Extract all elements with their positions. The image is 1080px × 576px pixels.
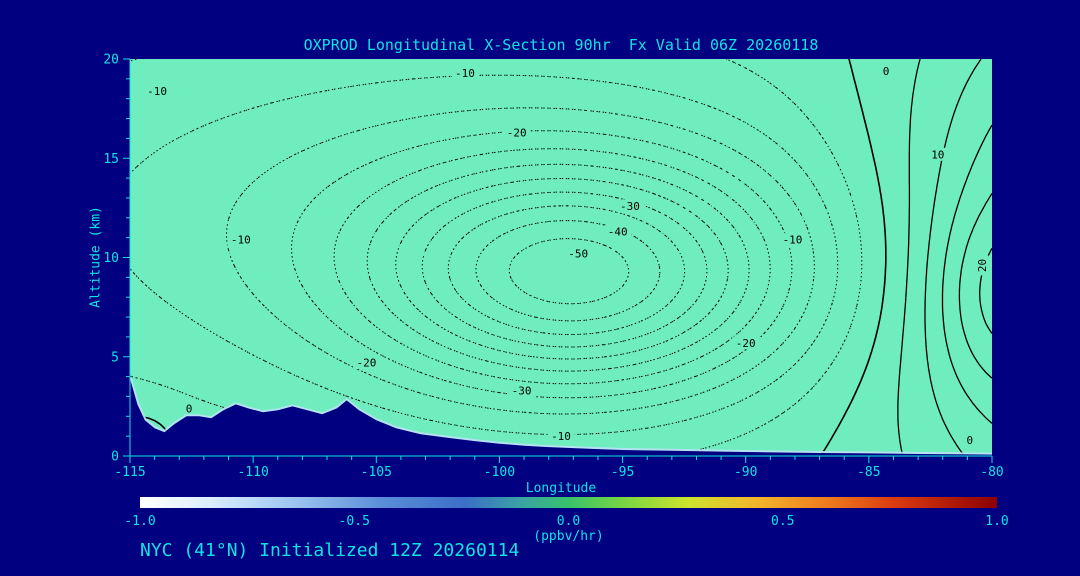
svg-text:10: 10 [931, 148, 944, 161]
svg-text:-20: -20 [356, 357, 376, 370]
svg-text:-10: -10 [783, 234, 803, 247]
plot-title: OXPROD Longitudinal X-Section 90hr Fx Va… [303, 36, 819, 54]
contour-label: -10 [451, 66, 479, 80]
initialization-caption: NYC (41°N) Initialized 12Z 20260114 [140, 540, 520, 561]
contour-label: -20 [352, 356, 380, 370]
contour-line--15 [226, 107, 815, 415]
x-tick-label: -100 [484, 465, 515, 480]
svg-text:-50: -50 [568, 248, 588, 261]
contour-label: 0 [182, 401, 196, 415]
contour-label: -10 [143, 84, 171, 98]
y-tick-label: 15 [103, 152, 119, 167]
contour-label: -20 [503, 125, 531, 139]
colorbar-units-label: (ppbv/hr) [533, 529, 604, 544]
contour-line--20 [291, 130, 793, 399]
x-tick-label: -95 [611, 465, 634, 480]
colorbar-tick-label: -0.5 [338, 514, 370, 529]
contour-label: -30 [508, 383, 536, 397]
svg-text:-30: -30 [512, 384, 532, 397]
contour-label: -40 [604, 225, 632, 239]
svg-text:-10: -10 [231, 234, 251, 247]
colorbar-tick-label: 0.0 [556, 514, 581, 529]
terrain-silhouette [130, 378, 992, 456]
colorbar-tick-label: 1.0 [985, 514, 1009, 529]
contour-label: 0 [963, 433, 977, 447]
x-tick-label: -110 [237, 465, 268, 480]
contour-label: -30 [616, 199, 644, 213]
contour-label: 0 [879, 64, 893, 78]
contour-line--55 [508, 238, 630, 305]
svg-text:20: 20 [976, 259, 989, 272]
contour-line-20 [958, 193, 992, 379]
svg-text:-10: -10 [551, 430, 571, 443]
plot-area [130, 59, 992, 456]
x-tick-label: -80 [980, 465, 1003, 480]
contour-line--45 [447, 205, 686, 335]
colorbar-tick-label: -1.0 [124, 514, 156, 529]
contour-line--40 [421, 191, 708, 348]
x-axis-title: Longitude [525, 481, 597, 496]
svg-text:-20: -20 [736, 337, 756, 350]
contour-line--30 [366, 163, 750, 372]
x-tick-label: -90 [734, 465, 757, 480]
contour-label: 20 [975, 255, 989, 276]
y-tick-label: 5 [111, 350, 119, 365]
svg-text:-20: -20 [507, 126, 527, 139]
contour-line--5 [130, 59, 863, 456]
x-tick-label: -85 [857, 465, 880, 480]
contour-label: -50 [564, 247, 592, 261]
contour-label: -10 [227, 233, 255, 247]
colorbar-tick-label: 0.5 [771, 514, 795, 529]
y-tick-label: 20 [103, 53, 119, 68]
plot-contents: -10 -10 -20 -30 -40 -50 -10 -20 -30 -10 -20 -10 0 10 2… [130, 59, 992, 456]
svg-text:0: 0 [967, 434, 974, 447]
y-tick-label: 0 [111, 450, 119, 465]
svg-text:0: 0 [186, 402, 193, 415]
svg-text:-10: -10 [147, 85, 167, 98]
svg-text:0: 0 [883, 65, 890, 78]
contour-line--25 [333, 148, 771, 385]
contour-line-15 [941, 124, 992, 424]
colorbar [140, 497, 997, 508]
contour-label: 10 [927, 147, 948, 161]
y-axis-title: Altitude (km) [88, 206, 104, 308]
svg-text:-40: -40 [608, 226, 628, 239]
contour-label: -10 [547, 429, 575, 443]
contour-line--35 [395, 178, 729, 360]
contour-label: -10 [779, 233, 807, 247]
x-tick-label: -105 [361, 465, 392, 480]
svg-text:-10: -10 [455, 67, 475, 80]
contour-line-5 [897, 59, 921, 456]
contour-label: -20 [732, 336, 760, 350]
svg-text:-30: -30 [620, 200, 640, 213]
y-tick-label: 10 [103, 251, 119, 266]
contour-line--50 [475, 220, 661, 322]
contour-line--10 [130, 74, 839, 435]
x-tick-label: -115 [114, 465, 145, 480]
